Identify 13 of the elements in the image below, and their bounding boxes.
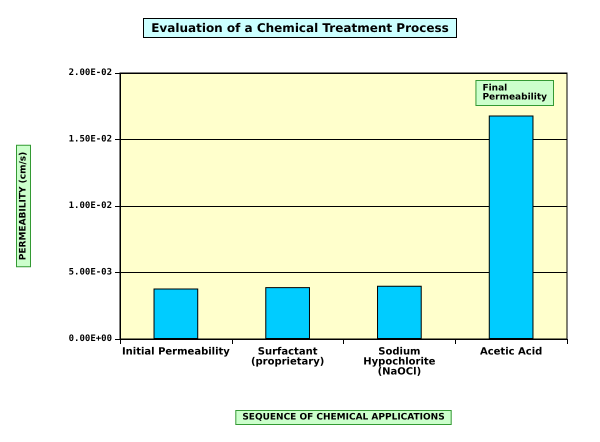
y-axis-title: PERMEABILITY (cm/s) — [18, 152, 28, 260]
y-tick-label: 5.00E-03 — [68, 268, 112, 278]
y-tick-label: 1.00E-02 — [68, 201, 112, 211]
x-tick-label: Initial Permeability — [122, 346, 230, 358]
y-tick-label: 1.50E-02 — [68, 134, 112, 144]
x-tick-label: Surfactant (proprietary) — [250, 346, 324, 368]
x-tick-label: Acetic Acid — [480, 346, 542, 358]
x-tick-label: Sodium Hypochlorite (NaOCl) — [363, 346, 436, 378]
y-tick-label: 2.00E-02 — [68, 68, 112, 78]
x-axis-title: SEQUENCE OF CHEMICAL APPLICATIONS — [242, 412, 445, 422]
annotation: Final Permeability — [482, 84, 548, 102]
chart-title: Evaluation of a Chemical Treatment Process — [151, 21, 449, 35]
y-tick-label: 0.00E+00 — [68, 334, 112, 344]
